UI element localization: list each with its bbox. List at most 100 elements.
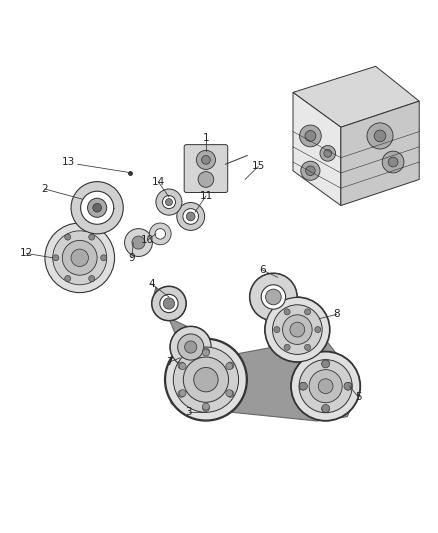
Circle shape (185, 341, 197, 353)
Text: 11: 11 (199, 191, 212, 201)
Circle shape (306, 166, 315, 175)
Circle shape (284, 309, 290, 315)
Circle shape (65, 276, 71, 281)
Circle shape (177, 203, 205, 230)
Circle shape (344, 382, 352, 390)
Circle shape (201, 156, 210, 164)
Circle shape (304, 344, 311, 350)
Circle shape (382, 151, 404, 173)
Polygon shape (293, 92, 341, 206)
Circle shape (198, 172, 214, 187)
Circle shape (290, 322, 305, 337)
Circle shape (309, 370, 342, 403)
Circle shape (149, 223, 171, 245)
Text: 2: 2 (42, 184, 48, 194)
Circle shape (179, 362, 186, 370)
Circle shape (196, 150, 215, 169)
Circle shape (172, 346, 240, 414)
Circle shape (165, 338, 247, 421)
Circle shape (71, 182, 123, 234)
Circle shape (124, 229, 152, 256)
Circle shape (388, 157, 398, 167)
Circle shape (304, 309, 311, 315)
Circle shape (290, 322, 305, 337)
Circle shape (88, 276, 95, 281)
Circle shape (318, 378, 333, 394)
Circle shape (179, 390, 186, 397)
Circle shape (299, 360, 352, 413)
Circle shape (202, 348, 209, 355)
FancyBboxPatch shape (184, 144, 228, 192)
Text: 14: 14 (152, 176, 165, 187)
Circle shape (291, 351, 360, 421)
Circle shape (283, 315, 312, 344)
Circle shape (93, 204, 102, 212)
Circle shape (184, 357, 229, 402)
Circle shape (322, 405, 329, 413)
Circle shape (183, 208, 198, 224)
Circle shape (65, 234, 71, 240)
Circle shape (300, 125, 321, 147)
Circle shape (159, 294, 179, 313)
Circle shape (53, 255, 59, 261)
Circle shape (284, 344, 290, 350)
Circle shape (156, 189, 182, 215)
Circle shape (226, 390, 233, 397)
Text: 6: 6 (259, 265, 266, 275)
Text: 1: 1 (203, 133, 209, 143)
Circle shape (250, 273, 297, 320)
Circle shape (299, 382, 307, 390)
Circle shape (322, 360, 329, 367)
Circle shape (178, 390, 185, 397)
Text: 12: 12 (20, 248, 33, 259)
Circle shape (227, 362, 234, 369)
Circle shape (265, 297, 329, 362)
Circle shape (170, 327, 211, 367)
Circle shape (186, 212, 195, 221)
Circle shape (272, 304, 322, 355)
Text: 4: 4 (148, 279, 155, 289)
Circle shape (265, 289, 281, 305)
Circle shape (367, 123, 393, 149)
Circle shape (308, 369, 343, 403)
Circle shape (301, 161, 320, 180)
Circle shape (178, 362, 185, 369)
Circle shape (71, 249, 88, 266)
Polygon shape (154, 287, 210, 419)
Circle shape (202, 349, 209, 356)
Circle shape (265, 289, 281, 305)
Circle shape (226, 362, 233, 370)
Circle shape (166, 339, 247, 420)
Circle shape (101, 255, 107, 261)
Circle shape (88, 234, 95, 240)
Circle shape (322, 360, 329, 368)
Circle shape (282, 314, 313, 345)
Text: 15: 15 (251, 161, 265, 172)
Circle shape (299, 359, 353, 413)
Circle shape (300, 382, 307, 390)
Circle shape (202, 405, 209, 411)
Circle shape (194, 367, 218, 392)
Circle shape (155, 229, 166, 239)
Circle shape (162, 196, 176, 208)
Circle shape (163, 298, 175, 309)
Circle shape (160, 294, 178, 313)
Circle shape (202, 403, 209, 410)
Circle shape (62, 240, 97, 275)
Circle shape (261, 285, 286, 309)
Circle shape (163, 298, 175, 309)
Circle shape (178, 334, 204, 360)
Circle shape (152, 286, 186, 321)
Circle shape (170, 326, 212, 368)
Circle shape (324, 149, 332, 157)
Text: 7: 7 (166, 357, 172, 367)
Circle shape (193, 367, 219, 393)
Circle shape (182, 356, 230, 403)
Circle shape (374, 130, 386, 142)
Circle shape (272, 305, 322, 354)
Circle shape (305, 131, 316, 141)
Circle shape (318, 379, 333, 393)
Circle shape (178, 334, 204, 360)
Circle shape (274, 327, 280, 333)
Circle shape (173, 347, 239, 413)
